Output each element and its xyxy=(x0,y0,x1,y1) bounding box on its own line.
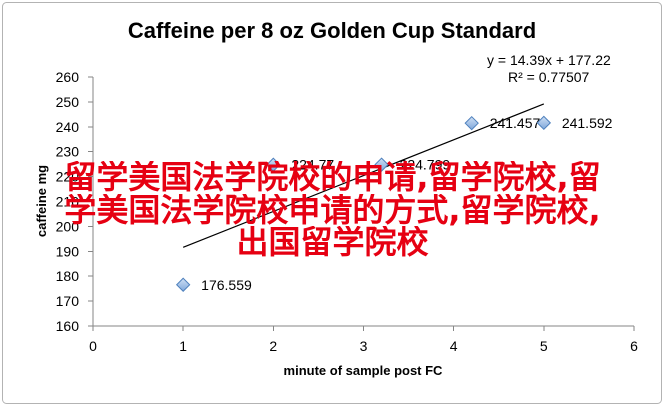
data-label: 241.592 xyxy=(562,115,613,131)
data-label: 176.559 xyxy=(201,277,252,293)
y-tick-label: 220 xyxy=(56,169,80,185)
y-tick-label: 250 xyxy=(56,94,80,110)
chart-title: Caffeine per 8 oz Golden Cup Standard xyxy=(128,18,536,43)
x-tick-label: 1 xyxy=(179,338,187,354)
x-tick-label: 0 xyxy=(89,338,97,354)
x-tick-label: 5 xyxy=(540,338,548,354)
y-tick-label: 260 xyxy=(56,69,80,85)
trendline-equation: y = 14.39x + 177.22 xyxy=(487,52,611,68)
y-tick-label: 200 xyxy=(56,218,80,234)
data-point xyxy=(374,157,389,172)
y-axis-title: caffeine mg xyxy=(34,165,49,237)
data-label: 224.799 xyxy=(400,157,451,173)
data-label: 224.77 xyxy=(291,157,334,173)
y-tick-label: 210 xyxy=(56,194,80,210)
x-tick-label: 3 xyxy=(360,338,368,354)
y-tick-label: 190 xyxy=(56,243,80,259)
x-tick-label: 4 xyxy=(450,338,458,354)
data-point xyxy=(464,115,479,131)
data-point xyxy=(266,157,281,172)
data-label: 241.457 xyxy=(490,115,541,131)
x-tick-label: 2 xyxy=(269,338,277,354)
y-tick-label: 160 xyxy=(56,318,80,334)
y-tick-label: 180 xyxy=(56,268,80,284)
x-axis-title: minute of sample post FC xyxy=(284,363,444,378)
plot-area: 160 170 180 190 200 210 220 230 240 250 260 0 1 2 3 4 5 6… xyxy=(56,69,638,354)
trendline xyxy=(182,103,545,248)
y-tick-label: 230 xyxy=(56,144,80,160)
x-tick-label: 6 xyxy=(630,338,638,354)
data-point xyxy=(536,115,552,131)
trendline-r-squared: R² = 0.77507 xyxy=(508,69,590,85)
y-tick-label: 240 xyxy=(56,119,80,135)
y-tick-label: 170 xyxy=(56,293,80,309)
data-point xyxy=(175,277,191,292)
